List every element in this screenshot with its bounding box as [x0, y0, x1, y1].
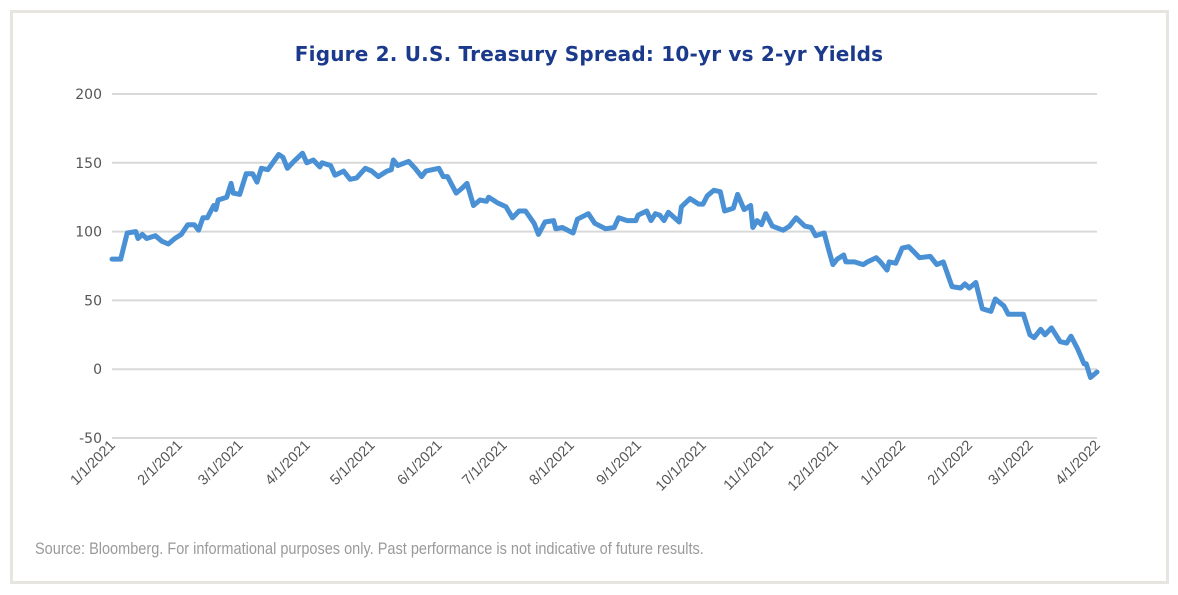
y-tick-label: 150	[75, 156, 102, 172]
y-tick-label: 0	[93, 362, 102, 378]
y-tick-label: 200	[75, 87, 102, 103]
x-tick-label: 9/1/2021	[594, 438, 645, 489]
y-tick-label: -50	[79, 431, 102, 447]
x-tick-label: 6/1/2021	[394, 438, 445, 489]
x-tick-label: 5/1/2021	[327, 438, 378, 489]
chart-title: Figure 2. U.S. Treasury Spread: 10-yr vs…	[294, 42, 884, 66]
source-note: Source: Bloomberg. For informational pur…	[35, 540, 704, 558]
x-tick-label: 12/1/2021	[785, 438, 842, 495]
x-tick-label: 7/1/2021	[459, 438, 510, 489]
y-tick-label: 100	[75, 225, 102, 241]
x-axis-ticks: 1/1/2021 2/1/2021 3/1/2021 4/1/2021 5/1/2021…	[68, 438, 1104, 495]
x-tick-label: 1/1/2022	[858, 438, 909, 489]
series-layer	[109, 150, 1100, 380]
chart-frame	[10, 10, 1169, 584]
x-tick-label: 10/1/2021	[653, 438, 710, 495]
x-tick-label: 2/1/2022	[925, 438, 976, 489]
x-tick-label: 3/1/2022	[985, 438, 1036, 489]
spread-series-line	[109, 150, 1100, 380]
y-tick-label: 50	[84, 293, 102, 309]
x-tick-label: 4/1/2021	[262, 438, 313, 489]
x-tick-label: 11/1/2021	[721, 438, 777, 494]
x-tick-label: 2/1/2021	[135, 438, 186, 489]
x-tick-label: 4/1/2022	[1053, 438, 1104, 489]
gridlines	[112, 93, 1097, 439]
y-axis-ticks: 200 150 100 50 0 -50	[75, 87, 102, 447]
x-tick-label: 8/1/2021	[527, 438, 578, 489]
x-tick-label: 3/1/2021	[195, 438, 246, 489]
